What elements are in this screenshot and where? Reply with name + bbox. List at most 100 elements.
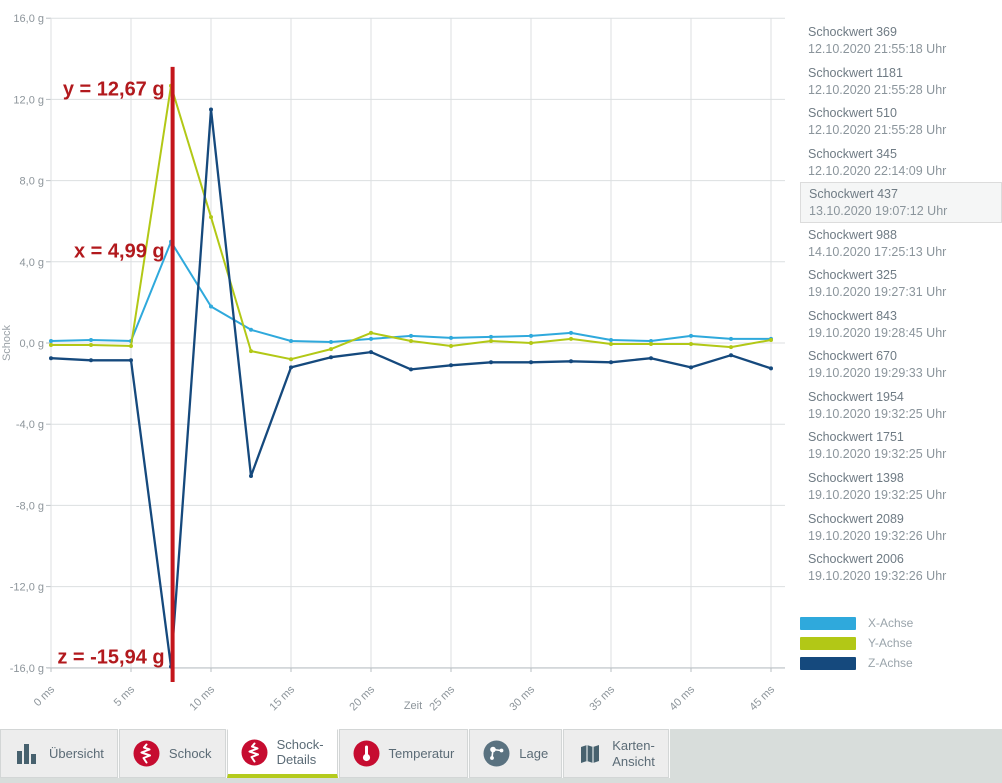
x-tick-label: 5 ms (112, 683, 138, 709)
shock-event-timestamp: 12.10.2020 22:14:09 Uhr (808, 163, 947, 178)
data-point (249, 327, 253, 332)
series-line-yachse (50, 84, 772, 361)
data-point (769, 366, 773, 371)
y-tick-label: 8,0 g (20, 176, 44, 188)
shock-event-title: Schockwert 2089 (808, 511, 904, 526)
data-point (529, 341, 533, 345)
data-point (89, 338, 93, 342)
shock-event-item[interactable]: Schockwert 670 19.10.2020 19:29:33 Uhr (800, 344, 1002, 385)
data-point (609, 338, 613, 342)
y-tick-label: 4,0 g (20, 257, 44, 269)
shock-event-item[interactable]: Schockwert 325 19.10.2020 19:27:31 Uhr (800, 263, 1002, 304)
data-point (209, 107, 213, 112)
tab-strip: Übersicht Schock Schock- Details Tempera… (0, 729, 670, 778)
x-tick-label: 10 ms (187, 683, 217, 713)
tab-lage[interactable]: Lage (469, 729, 563, 778)
shock-event-timestamp: 14.10.2020 17:25:13 Uhr (808, 244, 947, 259)
shock-event-item[interactable]: Schockwert 510 12.10.2020 21:55:28 Uhr (800, 101, 1002, 142)
y-tick-label: -12,0 g (10, 582, 44, 594)
tab-label: Lage (519, 745, 549, 761)
x-tick-label: 35 ms (587, 683, 617, 713)
shock-chart-region: 16,0 g 12,0 g 8,0 g 4,0 g 0,0 g -4,0 g -8,0 g -… (1, 13, 785, 714)
data-point (409, 333, 413, 338)
shock-event-item[interactable]: Schockwert 988 14.10.2020 17:25:13 Uhr (800, 223, 1002, 264)
tab-schock-details[interactable]: Schock- Details (226, 729, 338, 778)
tab-label: Schock (168, 745, 212, 761)
tab-karten-ansicht[interactable]: Karten- Ansicht (563, 729, 669, 778)
data-point (329, 340, 333, 344)
shock-event-timestamp: 19.10.2020 19:29:33 Uhr (808, 366, 947, 381)
data-point (409, 339, 413, 343)
legend-label: X-Achse (868, 616, 914, 630)
shock-event-title: Schockwert 369 (808, 25, 897, 39)
tab-schock[interactable]: Schock (118, 729, 226, 778)
data-point (209, 304, 213, 309)
shock-event-item[interactable]: Schockwert 369 12.10.2020 21:55:18 Uhr (800, 20, 1002, 61)
tab-uebersicht[interactable]: Übersicht (0, 729, 118, 778)
shock-event-title: Schockwert 843 (808, 308, 897, 323)
shock-event-item[interactable]: Schockwert 1954 19.10.2020 19:32:25 Uhr (800, 385, 1002, 426)
tab-label: Schock- Details (276, 736, 324, 767)
legend-swatch-icon (800, 656, 856, 670)
y-tick-label: -16,0 g (10, 663, 44, 675)
y-tick-label: -4,0 g (16, 419, 44, 431)
shock-event-timestamp: 19.10.2020 19:32:25 Uhr (808, 447, 947, 462)
data-point (449, 344, 453, 348)
shock-event-item[interactable]: Schockwert 1181 12.10.2020 21:55:28 Uhr (800, 61, 1002, 102)
data-point (249, 474, 253, 478)
shock-event-title: Schockwert 510 (808, 106, 897, 121)
shock-event-item[interactable]: Schockwert 1751 19.10.2020 19:32:25 Uhr (800, 425, 1002, 466)
legend-row: X-Achse (800, 613, 1002, 633)
x-tick-label: 15 ms (267, 683, 297, 713)
x-tick-label: 45 ms (747, 683, 777, 713)
shock-event-item-selected[interactable]: Schockwert 437 13.10.2020 19:07:12 Uhr (800, 182, 1002, 223)
shock-event-timestamp: 19.10.2020 19:32:26 Uhr (808, 569, 947, 584)
data-point (529, 333, 533, 338)
x-tick-label: 40 ms (667, 683, 697, 713)
shock-event-item[interactable]: Schockwert 1398 19.10.2020 19:32:25 Uhr (800, 466, 1002, 507)
shock-chart: 16,0 g 12,0 g 8,0 g 4,0 g 0,0 g -4,0 g -8,0 g -… (1, 13, 785, 713)
shock-event-title: Schockwert 325 (808, 268, 897, 283)
data-point (729, 336, 733, 341)
shock-event-sidebar: Schockwert 369 12.10.2020 21:55:18 Uhr Sch… (800, 0, 1002, 728)
data-point (489, 360, 493, 365)
data-point (49, 339, 53, 343)
map-icon (581, 744, 600, 763)
shock-event-title: Schockwert 670 (808, 349, 897, 364)
shock-event-item[interactable]: Schockwert 2089 19.10.2020 19:32:26 Uhr (800, 507, 1002, 548)
data-point (569, 330, 573, 335)
data-point (649, 342, 653, 346)
bar-chart-icon (17, 743, 36, 764)
shock-event-item[interactable]: Schockwert 843 19.10.2020 19:28:45 Uhr (800, 304, 1002, 345)
legend-swatch-icon (800, 616, 856, 630)
data-point (649, 339, 653, 343)
shock-event-timestamp: 12.10.2020 21:55:28 Uhr (808, 123, 947, 138)
tab-temperatur[interactable]: Temperatur (338, 729, 469, 778)
shock-event-title: Schockwert 437 (809, 187, 898, 202)
tab-label: Karten- Ansicht (612, 738, 655, 769)
shock-event-timestamp: 19.10.2020 19:32:25 Uhr (808, 406, 947, 421)
chart-annotation: z = -15,94 g (57, 647, 164, 669)
shock-event-title: Schockwert 988 (808, 227, 897, 242)
shock-event-list: Schockwert 369 12.10.2020 21:55:18 Uhr Sch… (800, 20, 1002, 588)
data-point (569, 336, 573, 341)
shock-event-timestamp: 19.10.2020 19:32:25 Uhr (808, 488, 947, 503)
data-point (529, 360, 533, 365)
data-point (489, 339, 493, 343)
shock-event-item[interactable]: Schockwert 2006 19.10.2020 19:32:26 Uhr (800, 547, 1002, 588)
data-point (449, 363, 453, 368)
shock-wave-icon (241, 739, 268, 765)
y-tick-label: -8,0 g (16, 500, 44, 512)
legend-label: Z-Achse (868, 656, 913, 670)
legend-row: Z-Achse (800, 653, 1002, 673)
shock-event-item[interactable]: Schockwert 345 12.10.2020 22:14:09 Uhr (800, 142, 1002, 183)
data-point (89, 343, 93, 347)
y-tick-label: 16,0 g (13, 13, 44, 25)
chart-legend: X-Achse Y-Achse Z-Achse (800, 613, 1002, 673)
thermometer-icon (353, 740, 380, 767)
data-point (369, 350, 373, 355)
data-point (249, 349, 253, 354)
shock-event-title: Schockwert 1181 (808, 65, 903, 80)
data-point (609, 360, 613, 365)
